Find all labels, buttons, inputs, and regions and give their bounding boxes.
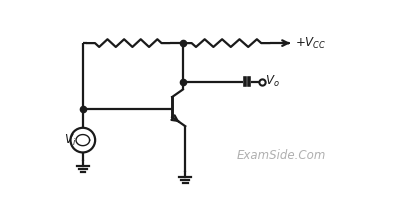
Text: ExamSide.Com: ExamSide.Com (237, 149, 326, 162)
Text: $+V_{CC}$: $+V_{CC}$ (295, 36, 326, 51)
Text: $V_i$: $V_i$ (64, 133, 76, 148)
Text: $V_o$: $V_o$ (265, 74, 280, 89)
